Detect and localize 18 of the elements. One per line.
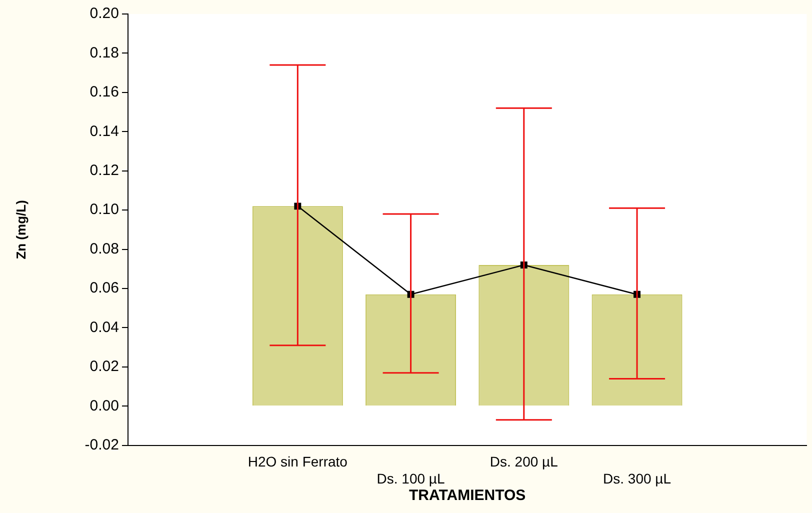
y-tick-label: 0.06	[90, 280, 119, 297]
y-tick-label: 0.02	[90, 358, 119, 376]
y-tick-label: -0.02	[84, 436, 119, 454]
x-tick-label: Ds. 200 µL	[490, 454, 558, 470]
x-tick-label: Ds. 300 µL	[603, 470, 672, 486]
x-tick-label: Ds. 100 µL	[376, 470, 445, 486]
y-tick-label: 0.10	[90, 201, 119, 218]
y-tick-label: 0.20	[90, 5, 119, 22]
y-tick-label: 0.18	[90, 44, 119, 62]
y-tick-label: 0.16	[90, 84, 119, 101]
y-tick-label: 0.12	[90, 162, 119, 180]
x-axis-title: TRATAMIENTOS	[409, 487, 526, 504]
y-tick-label: 0.04	[90, 318, 119, 336]
y-tick-label: 0.00	[90, 397, 119, 414]
y-axis-title: Zn (mg/L)	[13, 200, 28, 260]
x-tick-label: H2O sin Ferrato	[248, 454, 348, 470]
y-tick-label: 0.14	[90, 122, 119, 140]
y-tick-label: 0.08	[90, 240, 119, 258]
